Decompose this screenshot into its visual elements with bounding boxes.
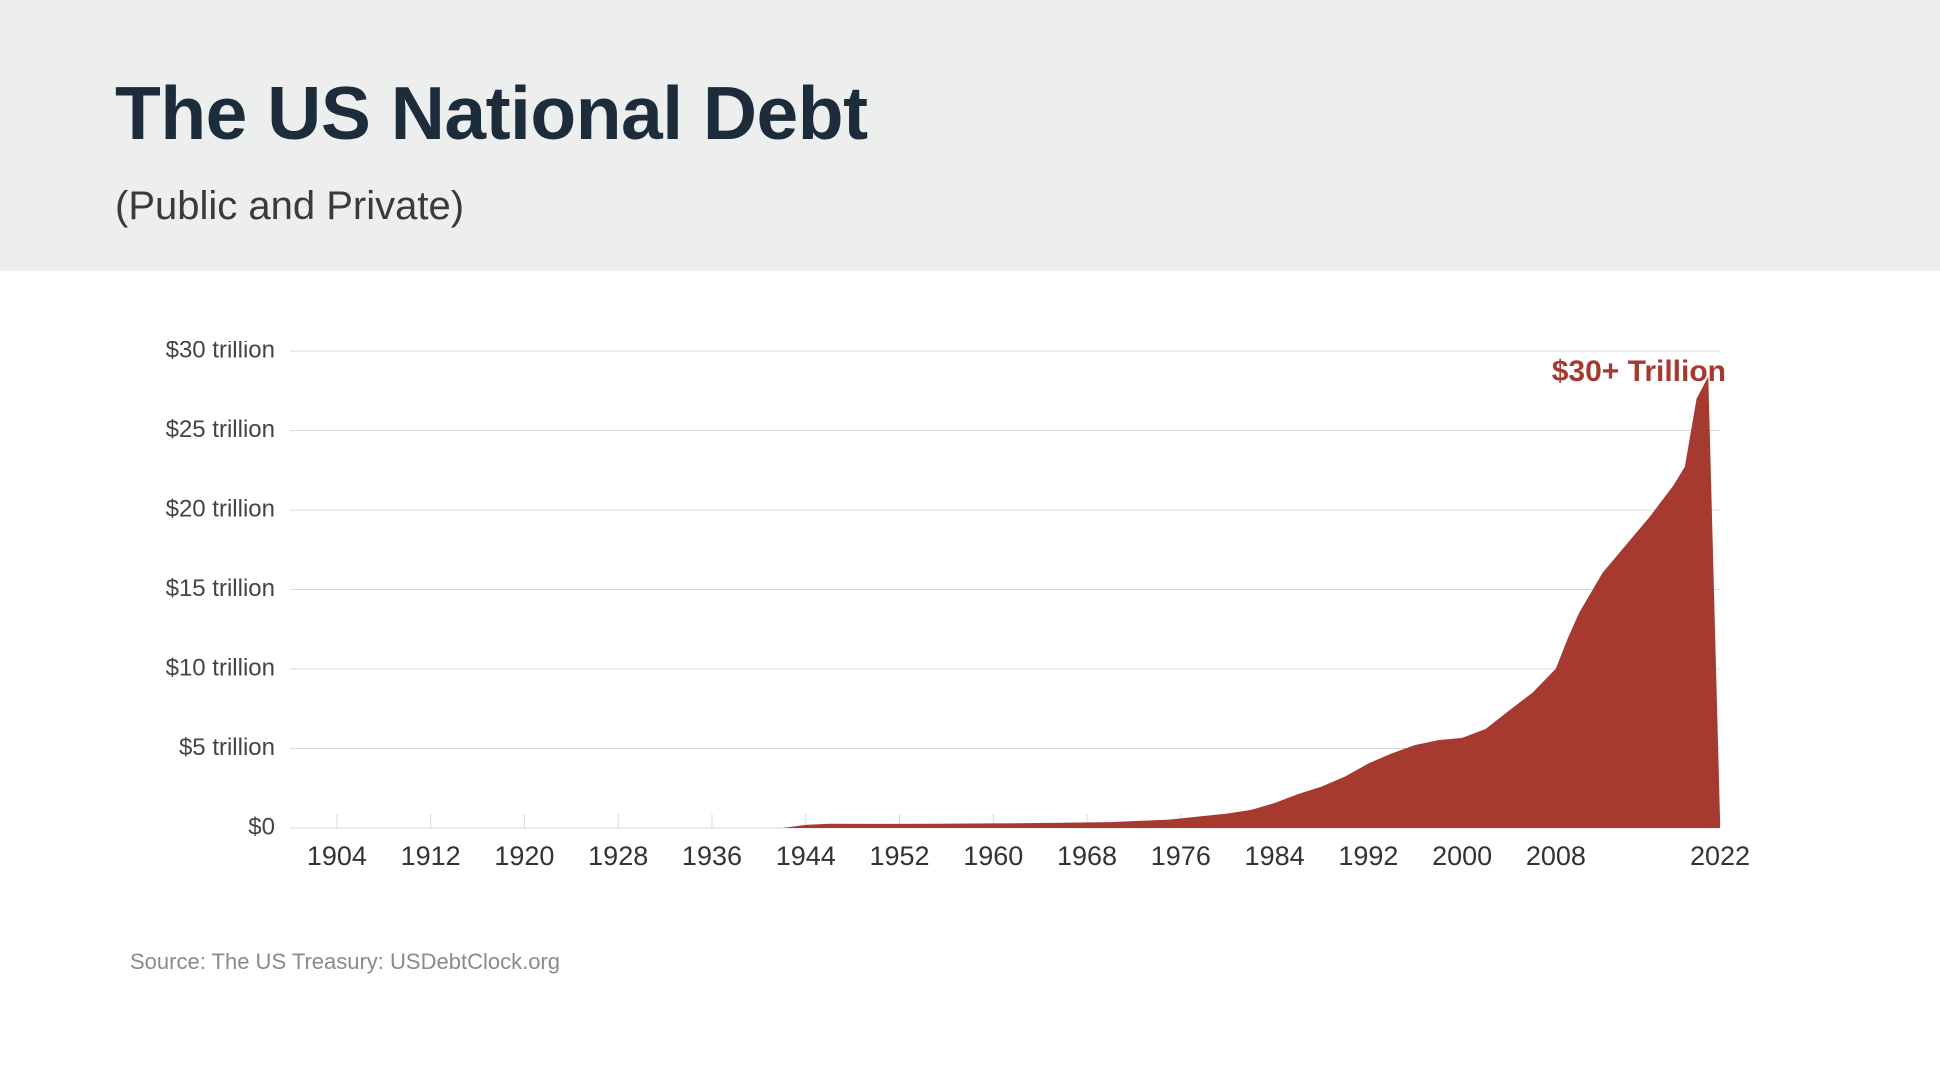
y-axis-label: $25 trillion [166, 416, 275, 443]
y-axis-label: $0 [248, 813, 275, 840]
page-title: The US National Debt [115, 70, 1940, 156]
x-axis-label: 1936 [682, 841, 742, 871]
area-series [290, 376, 1720, 828]
debt-chart: $0 $5 trillion $10 trillion $15 trillion $20… [0, 341, 1940, 901]
source-text: Source: The US Treasury: USDebtClock.org [130, 949, 1940, 975]
x-axis-label: 2022 [1690, 841, 1750, 871]
page-subtitle: (Public and Private) [115, 184, 1940, 229]
x-axis-label: 2000 [1432, 841, 1492, 871]
x-axis-label: 1992 [1338, 841, 1398, 871]
x-axis-label: 1976 [1151, 841, 1211, 871]
y-axis-label: $5 trillion [179, 734, 275, 761]
area-chart-svg: $0 $5 trillion $10 trillion $15 trillion $20… [115, 341, 1815, 901]
y-axis-label: $15 trillion [166, 575, 275, 602]
x-axis-label: 1952 [869, 841, 929, 871]
x-axis-label: 1928 [588, 841, 648, 871]
header: The US National Debt (Public and Private… [0, 0, 1940, 271]
annotation-label: $30+ Trillion [1552, 355, 1726, 388]
x-axis-label: 1912 [401, 841, 461, 871]
x-axis-label: 1944 [776, 841, 836, 871]
x-axis-label: 1960 [963, 841, 1023, 871]
x-axis-label: 1920 [494, 841, 554, 871]
x-axis-label: 2008 [1526, 841, 1586, 871]
x-axis-label: 1904 [307, 841, 367, 871]
y-axis-label: $20 trillion [166, 495, 275, 522]
y-axis-label: $30 trillion [166, 341, 275, 363]
x-axis-label: 1968 [1057, 841, 1117, 871]
x-axis-label: 1984 [1245, 841, 1305, 871]
y-axis-label: $10 trillion [166, 654, 275, 681]
